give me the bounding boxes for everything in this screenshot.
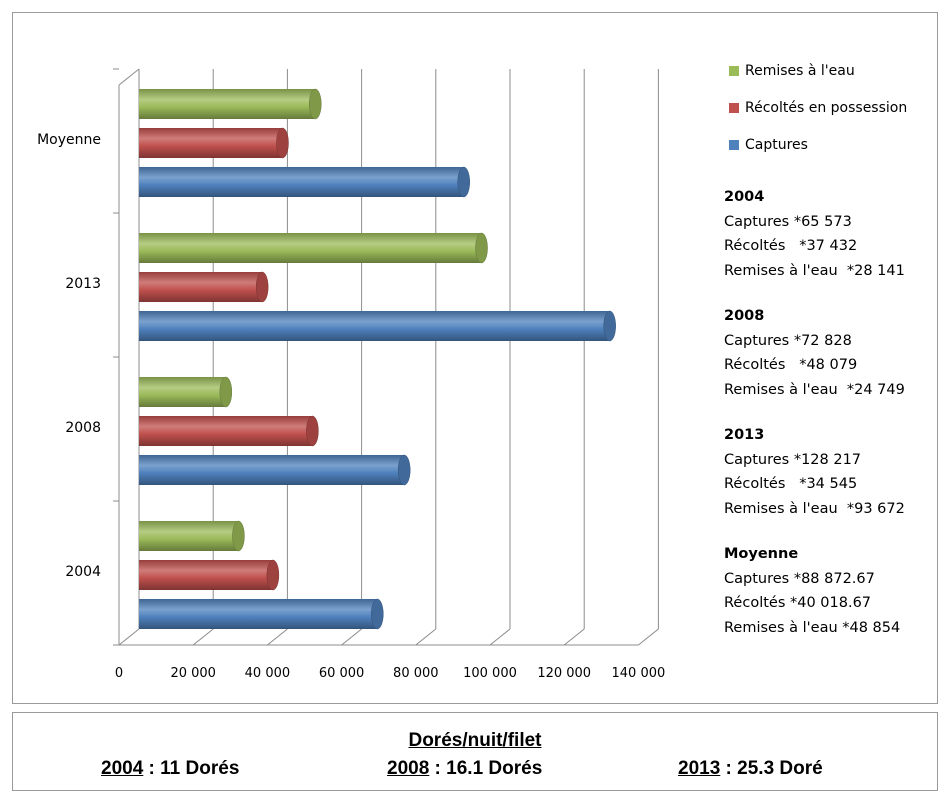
footer-item-2013: 2013 : 25.3 Doré (678, 758, 823, 780)
floor-line (267, 628, 288, 646)
footer-value: : 16.1 Dorés (429, 758, 543, 779)
footer-year: 2013 (678, 758, 721, 779)
summary-recoltes: Récoltés *48 079 (724, 357, 858, 373)
bar-end-cap (255, 271, 269, 303)
summary-remises: Remises à l'eau *93 672 (724, 500, 905, 517)
legend-label-remises: Remises à l'eau (745, 63, 855, 79)
summary-captures: Captures *72 828 (724, 332, 852, 349)
bar (139, 377, 226, 407)
summary-block-2008: 2008 Captures *72 828 Récoltés *48 079 R… (724, 304, 905, 402)
summary-year: 2008 (724, 308, 765, 324)
bar-end-cap (266, 559, 280, 591)
bar-end-cap (306, 415, 319, 447)
bar (139, 560, 273, 590)
y-category-label: Moyenne (37, 132, 101, 148)
summary-captures: Captures *128 217 (724, 451, 862, 468)
bar (139, 455, 405, 485)
legend-item-recoltes: Récoltés en possession (729, 98, 907, 118)
x-tick-label: 0 (115, 666, 123, 681)
floor-line (118, 628, 140, 646)
summary-block-2004: 2004 Captures *65 573 Récoltés *37 432 R… (724, 185, 905, 283)
x-tick-label: 80 000 (393, 666, 439, 681)
legend-item-captures: Captures (729, 135, 907, 155)
bar (139, 599, 378, 629)
bar-end-cap (276, 127, 289, 159)
summary-captures: Captures *65 573 (724, 213, 852, 230)
summary-block-moyenne: Moyenne Captures *88 872.67 Récoltés *40… (724, 542, 905, 640)
bar (139, 167, 464, 197)
bar-end-cap (371, 598, 384, 630)
bar (139, 128, 283, 158)
legend-swatch-captures (729, 140, 739, 150)
summary-remises: Remises à l'eau *28 141 (724, 262, 905, 279)
summary-recoltes: Récoltés *34 545 (724, 476, 858, 492)
floor-line (489, 628, 511, 646)
bar-end-cap (219, 376, 233, 408)
summary-remises: Remises à l'eau *24 749 (724, 381, 905, 398)
x-tick-label: 60 000 (319, 666, 365, 681)
summary-panel: 2004 Captures *65 573 Récoltés *37 432 R… (724, 185, 905, 661)
bar (139, 272, 263, 302)
bar-end-cap (397, 454, 411, 486)
floor-line (638, 628, 659, 646)
x-tick-label: 140 000 (612, 666, 666, 681)
x-tick-label: 120 000 (537, 666, 591, 681)
footer-year: 2008 (387, 758, 430, 779)
footer-title: Dorés/nuit/filet (408, 730, 542, 751)
chart-frame: 0 20 000 40 000 60 000 80 000 100 000 120 000 1… (12, 12, 938, 704)
summary-recoltes: Récoltés *40 018.67 (724, 595, 872, 611)
x-tick-label: 100 000 (463, 666, 517, 681)
summary-year: Moyenne (724, 546, 799, 562)
footer-box: Dorés/nuit/filet 2004 : 11 Dorés 2008 : … (12, 712, 938, 791)
bar (139, 311, 610, 341)
bar (139, 233, 482, 263)
bar (139, 416, 313, 446)
bar-end-cap (232, 520, 245, 552)
footer-value: : 25.3 Doré (720, 758, 823, 779)
y-category-label: 2008 (65, 420, 101, 436)
bar-end-cap (603, 310, 616, 342)
x-tick-label: 20 000 (170, 666, 216, 681)
legend-swatch-recoltes (729, 103, 739, 113)
summary-remises: Remises à l'eau *48 854 (724, 619, 901, 636)
summary-year: 2013 (724, 427, 765, 443)
summary-recoltes: Récoltés *37 432 (724, 238, 858, 254)
floor-line (415, 628, 437, 646)
legend-swatch-remises (729, 66, 739, 76)
bar-end-cap (457, 166, 470, 198)
floor-line (341, 628, 362, 646)
chart-legend: Remises à l'eau Récoltés en possession C… (729, 61, 907, 172)
bar-end-cap (308, 88, 322, 120)
y-category-label: 2004 (65, 564, 101, 580)
summary-year: 2004 (724, 189, 765, 205)
floor-line (192, 628, 214, 646)
summary-captures: Captures *88 872.67 (724, 570, 875, 587)
footer-item-2008: 2008 : 16.1 Dorés (387, 758, 542, 780)
legend-label-captures: Captures (745, 137, 808, 153)
bar (139, 521, 239, 551)
footer-year: 2004 (101, 758, 144, 779)
y-category-label: 2013 (65, 276, 101, 292)
bar (139, 89, 316, 119)
legend-item-remises: Remises à l'eau (729, 61, 907, 81)
floor-line (563, 628, 585, 646)
bar-end-cap (475, 232, 488, 264)
legend-label-recoltes: Récoltés en possession (745, 100, 908, 116)
footer-value: : 11 Dorés (143, 758, 240, 779)
footer-item-2004: 2004 : 11 Dorés (101, 758, 239, 780)
x-tick-label: 40 000 (245, 666, 291, 681)
bar-chart: 0 20 000 40 000 60 000 80 000 100 000 120 000 1… (37, 68, 666, 681)
y-axis-top-line (118, 68, 140, 86)
summary-block-2013: 2013 Captures *128 217 Récoltés *34 545 … (724, 423, 905, 521)
